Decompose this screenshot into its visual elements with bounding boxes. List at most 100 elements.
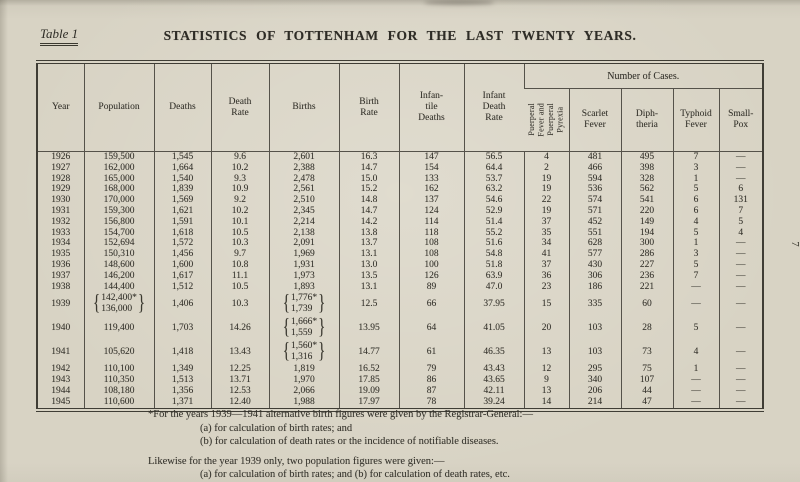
- col-group-number-of-cases: Number of Cases.: [523, 62, 764, 89]
- cell-deaths: 1,356: [153, 385, 211, 397]
- cell-puerperal-cases: 22: [523, 195, 569, 206]
- cell-diphtheria: 60: [620, 292, 673, 317]
- cell-births: 2,388: [268, 162, 339, 174]
- cell-typhoid-fever: —: [672, 396, 719, 410]
- cell-death-rate: 10.3: [210, 238, 269, 250]
- cell-birth-rate: 13.7: [338, 238, 399, 250]
- cell-diphtheria: 541: [620, 195, 673, 206]
- cell-population: 110,100: [83, 364, 154, 376]
- cell-birth-rate: 19.09: [338, 385, 399, 397]
- cell-infant-death-rate: 46.35: [463, 340, 524, 365]
- cell-birth-rate: 13.0: [338, 259, 399, 271]
- cell-smallpox: —: [718, 259, 764, 271]
- table-label: Table 1: [40, 26, 79, 46]
- cell-year: 1932: [51, 216, 71, 227]
- table-row: 1945 110,600 1,371 12.40 1,988 17.97 78 39.24 14…: [37, 396, 764, 410]
- cell-year: 1928: [51, 173, 71, 184]
- cell-scarlet-fever: 571: [568, 205, 621, 217]
- cell-scarlet-fever: 536: [568, 184, 621, 196]
- table-row: 1933 154,700 1,618 10.5 2,138 13.8 118 55.2 35 55…: [37, 227, 764, 239]
- cell-puerperal-cases: 14: [523, 396, 569, 410]
- cell-puerperal-cases: 9: [523, 375, 569, 386]
- cell-diphtheria: 47: [620, 396, 673, 410]
- cell-births: 2,138: [268, 227, 339, 239]
- cell-smallpox: 7: [718, 205, 764, 217]
- cell-diphtheria: 149: [620, 216, 673, 228]
- cell-infantile-deaths: 114: [398, 216, 464, 228]
- cell-infantile-deaths: 64: [398, 316, 464, 341]
- cell-death-rate: 14.26: [210, 316, 269, 341]
- cell-birth-rate: 16.52: [338, 364, 399, 376]
- cell-year: 1944: [51, 385, 71, 396]
- cell-deaths: 1,513: [153, 375, 211, 386]
- cell-typhoid-fever: 3: [672, 249, 719, 260]
- cell-scarlet-fever: 628: [568, 238, 621, 250]
- cell-birth-rate: 13.1: [338, 281, 399, 293]
- cell-typhoid-fever: 1: [672, 173, 719, 185]
- cell-year: 1938: [51, 281, 71, 292]
- cell-diphtheria: 236: [620, 270, 673, 282]
- cell-population: 152,694: [83, 238, 154, 250]
- cell-scarlet-fever: 103: [568, 340, 621, 365]
- cell-diphtheria: 73: [620, 340, 673, 365]
- cell-birth-rate: 12.5: [338, 292, 399, 317]
- cell-typhoid-fever: 5: [672, 259, 719, 271]
- cell-births: 1,969: [268, 249, 339, 260]
- cell-deaths: 1,572: [153, 238, 211, 250]
- cell-birth-rate: 17.97: [338, 396, 399, 410]
- cell-smallpox: —: [718, 151, 764, 163]
- cell-typhoid-fever: 6: [672, 195, 719, 206]
- cell-infant-death-rate: 47.0: [463, 281, 524, 293]
- statistics-table: Year Population Deaths Death Rate Births…: [36, 60, 765, 412]
- cell-infant-death-rate: 63.9: [463, 270, 524, 282]
- cell-puerperal-cases: 19: [523, 173, 569, 185]
- cell-scarlet-fever: 466: [568, 162, 621, 174]
- table-row: 1927 162,000 1,664 10.2 2,388 14.7 154 64.4 2 466…: [37, 162, 764, 174]
- cell-birth-rate: 14.77: [338, 340, 399, 365]
- col-header-birth-rate: Birth Rate: [338, 62, 399, 152]
- cell-deaths: 1,618: [153, 227, 211, 239]
- cell-smallpox: 131: [718, 195, 764, 206]
- cell-death-rate: 11.1: [210, 270, 269, 282]
- scan-edge-shadow-left: [0, 0, 8, 482]
- cell-death-rate: 10.5: [210, 281, 269, 293]
- cell-diphtheria: 75: [620, 364, 673, 376]
- cell-death-rate: 12.53: [210, 385, 269, 397]
- table-row: 1939 {142,400* 136,000} 1,406 10.3{1,776* 1…: [37, 292, 764, 317]
- col-header-infantile-deaths: Infan- tile Deaths: [398, 62, 464, 152]
- cell-puerperal-cases: 23: [523, 281, 569, 293]
- table-header: Year Population Deaths Death Rate Births…: [37, 62, 764, 152]
- cell-births: 1,819: [268, 364, 339, 376]
- footnote-line: (a) for calculation of birth rates; and: [200, 422, 353, 434]
- cell-puerperal-cases: 35: [523, 227, 569, 239]
- cell-population: 159,300: [83, 205, 154, 217]
- cell-scarlet-fever: 306: [568, 270, 621, 282]
- table-body: 1926 159,500 1,545 9.6 2,601 16.3 147 56.5 4 481 4…: [37, 151, 764, 410]
- cell-infantile-deaths: 162: [398, 184, 464, 196]
- cell-infantile-deaths: 147: [398, 151, 464, 163]
- cell-typhoid-fever: 7: [672, 270, 719, 282]
- cell-scarlet-fever: 340: [568, 375, 621, 386]
- cell-year: 1935: [51, 249, 71, 260]
- cell-typhoid-fever: —: [672, 385, 719, 397]
- cell-infantile-deaths: 126: [398, 270, 464, 282]
- cell-infantile-deaths: 100: [398, 259, 464, 271]
- cell-death-rate: 10.8: [210, 259, 269, 271]
- cell-death-rate: 13.71: [210, 375, 269, 386]
- cell-smallpox: —: [718, 375, 764, 386]
- cell-births: 2,066: [268, 385, 339, 397]
- cell-births: 2,345: [268, 205, 339, 217]
- cell-death-rate: 10.2: [210, 162, 269, 174]
- cell-infant-death-rate: 64.4: [463, 162, 524, 174]
- table-row: 1941 105,620 1,418 13.43{1,560* 1,316} 14.77…: [37, 340, 764, 365]
- cell-birth-rate: 15.2: [338, 184, 399, 196]
- cell-typhoid-fever: 6: [672, 205, 719, 217]
- col-header-infant-death-rate: Infant Death Rate: [463, 62, 524, 152]
- cell-infantile-deaths: 118: [398, 227, 464, 239]
- table-row: 1943 110,350 1,513 13.71 1,970 17.85 86 43.65 9 3…: [37, 375, 764, 386]
- cell-deaths: 1,456: [153, 249, 211, 260]
- table-row: 1929 168,000 1,839 10.9 2,561 15.2 162 63.2 19 53…: [37, 184, 764, 196]
- cell-typhoid-fever: —: [672, 292, 719, 317]
- cell-infant-death-rate: 37.95: [463, 292, 524, 317]
